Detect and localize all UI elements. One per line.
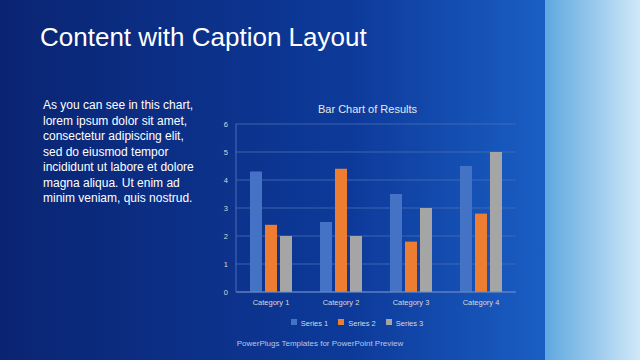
- svg-text:1: 1: [224, 260, 228, 269]
- svg-text:4: 4: [224, 176, 228, 185]
- svg-text:Category 3: Category 3: [393, 298, 430, 307]
- svg-text:Category 1: Category 1: [253, 298, 290, 307]
- svg-text:5: 5: [224, 148, 228, 157]
- svg-text:3: 3: [224, 204, 228, 213]
- svg-text:2: 2: [224, 232, 228, 241]
- html-text:Series 1: Series 1: [300, 319, 329, 328]
- html-text:Content with Caption Layout: Content with Caption Layout: [40, 22, 367, 52]
- svg-text:Category 4: Category 4: [463, 298, 500, 307]
- html-text:As you can see in this chart,: As you can see in this chart, lorem ipsu…: [43, 98, 194, 205]
- html-text:Series 3: Series 3: [395, 319, 424, 328]
- html-text:Series 2: Series 2: [348, 319, 376, 328]
- svg-text:Category 2: Category 2: [323, 298, 360, 307]
- svg-text:0: 0: [224, 288, 228, 297]
- html-text:Bar Chart of Results: Bar Chart of Results: [318, 103, 417, 115]
- svg-text:6: 6: [224, 120, 228, 129]
- html-text:PowerPlugs Templates for Power: PowerPlugs Templates for PowerPoint Prev…: [236, 339, 404, 348]
